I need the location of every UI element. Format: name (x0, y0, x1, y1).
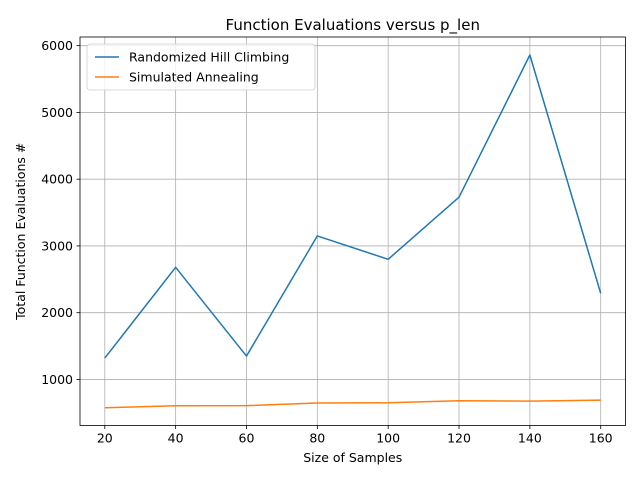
y-tick-label: 6000 (41, 38, 73, 53)
y-tick-label: 1000 (41, 372, 73, 387)
x-tick-label: 140 (518, 431, 542, 446)
y-tick-label: 4000 (41, 172, 73, 187)
x-tick-label: 20 (97, 431, 113, 446)
y-axis-label: Total Function Evaluations # (13, 143, 28, 321)
legend-label-2: Simulated Annealing (129, 70, 259, 85)
x-tick-label: 60 (239, 431, 255, 446)
legend-label-1: Randomized Hill Climbing (129, 50, 289, 65)
y-tick-label: 3000 (41, 238, 73, 253)
y-tick-label: 5000 (41, 105, 73, 120)
legend-box (86, 43, 316, 91)
x-tick-label: 120 (447, 431, 471, 446)
grid-lines (80, 37, 626, 426)
axis-ticks: 20 40 60 80 100 120 140 160 1000 2000 3000 4000 5000… (41, 38, 612, 445)
y-tick-label: 2000 (41, 305, 73, 320)
series-line-1 (104, 54, 602, 359)
plot-frame (79, 36, 626, 426)
series-lines (104, 54, 602, 409)
chart-title: Function Evaluations versus p_len (226, 16, 480, 35)
x-tick-label: 80 (309, 431, 325, 446)
x-tick-label: 100 (376, 431, 400, 446)
legend: Randomized Hill Climbing Simulated Anneal… (86, 43, 316, 91)
series-line-2 (104, 399, 601, 409)
x-tick-label: 160 (589, 431, 613, 446)
x-axis-label: Size of Samples (303, 450, 402, 465)
x-tick-label: 40 (168, 431, 184, 446)
